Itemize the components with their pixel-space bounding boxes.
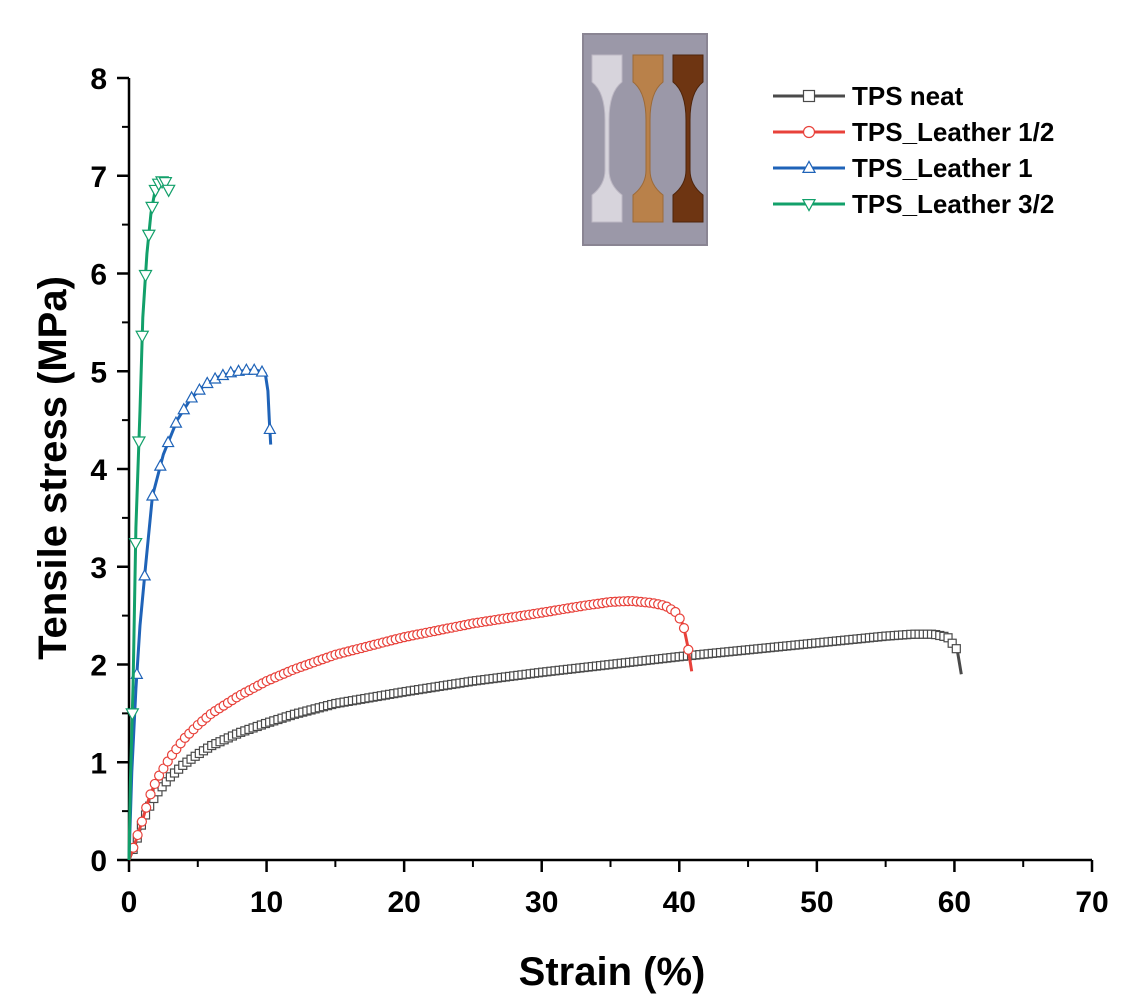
x-tick-label: 30 [525, 886, 558, 919]
series-tps-leather-3-2-marker [135, 330, 150, 344]
series-tps-leather-1-marker [263, 422, 277, 435]
series-tps-leather-1-2 [127, 595, 694, 861]
series-tps-leather-1-2-marker [683, 644, 694, 655]
legend-tps-leather-3-2-label: TPS_Leather 3/2 [852, 189, 1054, 219]
series-tps-leather-1-marker [192, 382, 206, 395]
y-tick-label: 0 [90, 845, 107, 878]
x-tick-label: 70 [1075, 886, 1108, 919]
y-tick-label: 2 [90, 650, 107, 683]
legend-tps-neat-label: TPS neat [852, 81, 964, 111]
series-tps-leather-1-line [127, 368, 273, 861]
series-tps-leather-3-2-marker [131, 436, 146, 450]
series-tps-leather-3-2-marker [161, 184, 176, 198]
series-tps-leather-3-2-marker [125, 708, 140, 722]
series-tps-leather-1-2-marker [136, 816, 148, 827]
series-tps-leather-1-2-marker [678, 623, 690, 634]
series-tps-leather-1-2-marker [149, 778, 160, 790]
legend-tps-neat-marker [802, 89, 816, 103]
series-tps-leather-1-marker [161, 435, 175, 448]
legend-tps-leather-1-2-label: TPS_Leather 1/2 [852, 117, 1054, 147]
series-tps-leather-1-marker [185, 390, 199, 403]
x-tick-label: 10 [250, 886, 283, 919]
specimen-light-brown [632, 54, 664, 223]
specimen-neat [591, 54, 623, 223]
x-tick-label: 20 [387, 886, 420, 919]
y-tick-label: 3 [90, 552, 107, 585]
legend: TPS neat TPS_Leather 1/2 TPS_Leather 1 TPS_… [773, 81, 1054, 219]
legend-tps-leather-3-2-marker [801, 199, 817, 212]
x-tick-label: 0 [121, 886, 138, 919]
y-tick-label: 4 [90, 454, 107, 487]
series-tps-leather-3-2-marker [158, 177, 173, 190]
series-tps-leather-1-marker [247, 363, 261, 375]
series-tps-leather-3-2-marker [141, 229, 156, 243]
y-tick-label: 6 [90, 259, 107, 292]
series-tps-leather-1-marker [153, 458, 167, 471]
series-tps-leather-3-2-marker [128, 537, 143, 551]
series-tps-leather-1-marker [169, 415, 183, 428]
x-tick-label: 50 [800, 886, 833, 919]
legend-tps-leather-1-2: TPS_Leather 1/2 [773, 117, 1054, 147]
x-tick-label: 40 [663, 886, 696, 919]
specimen-photo-inset [582, 33, 708, 246]
x-axis-ticks: 0 10 20 30 40 50 60 70 [121, 860, 1109, 919]
legend-tps-leather-3-2: TPS_Leather 3/2 [773, 189, 1054, 219]
series-layer [125, 176, 963, 861]
series-tps-leather-3-2-marker [145, 201, 160, 215]
series-tps-leather-1-2-marker [145, 789, 156, 800]
series-tps-neat [127, 629, 963, 861]
legend-tps-leather-1: TPS_Leather 1 [773, 153, 1033, 183]
series-tps-leather-1-2-marker [674, 613, 685, 624]
series-tps-leather-1-marker [138, 568, 152, 581]
y-axis-title: Tensile stress (MPa) [31, 276, 75, 660]
series-tps-leather-1-2-marker [132, 829, 143, 841]
series-tps-leather-1-marker [145, 488, 159, 501]
series-tps-neat-marker [951, 644, 961, 654]
x-tick-label: 60 [938, 886, 971, 919]
series-tps-leather-1-marker [239, 363, 253, 375]
series-tps-leather-1-2-marker [141, 802, 152, 813]
legend-tps-neat: TPS neat [773, 81, 964, 111]
y-tick-label: 5 [90, 356, 107, 389]
y-tick-label: 1 [90, 747, 107, 780]
specimen-dark-brown [672, 54, 704, 223]
legend-tps-leather-1-label: TPS_Leather 1 [852, 153, 1033, 183]
series-tps-leather-1-marker [177, 402, 191, 415]
legend-tps-leather-1-2-marker [802, 125, 816, 139]
x-axis-title: Strain (%) [519, 950, 706, 994]
series-tps-leather-3-2-marker [138, 269, 153, 283]
y-axis-ticks: 0 1 2 3 4 5 6 7 8 [90, 63, 129, 878]
series-tps-leather-1-marker [255, 364, 269, 377]
legend-tps-leather-1-marker [801, 160, 817, 173]
y-tick-label: 8 [90, 63, 107, 96]
series-tps-leather-3-2 [125, 176, 176, 861]
y-tick-label: 7 [90, 161, 107, 194]
